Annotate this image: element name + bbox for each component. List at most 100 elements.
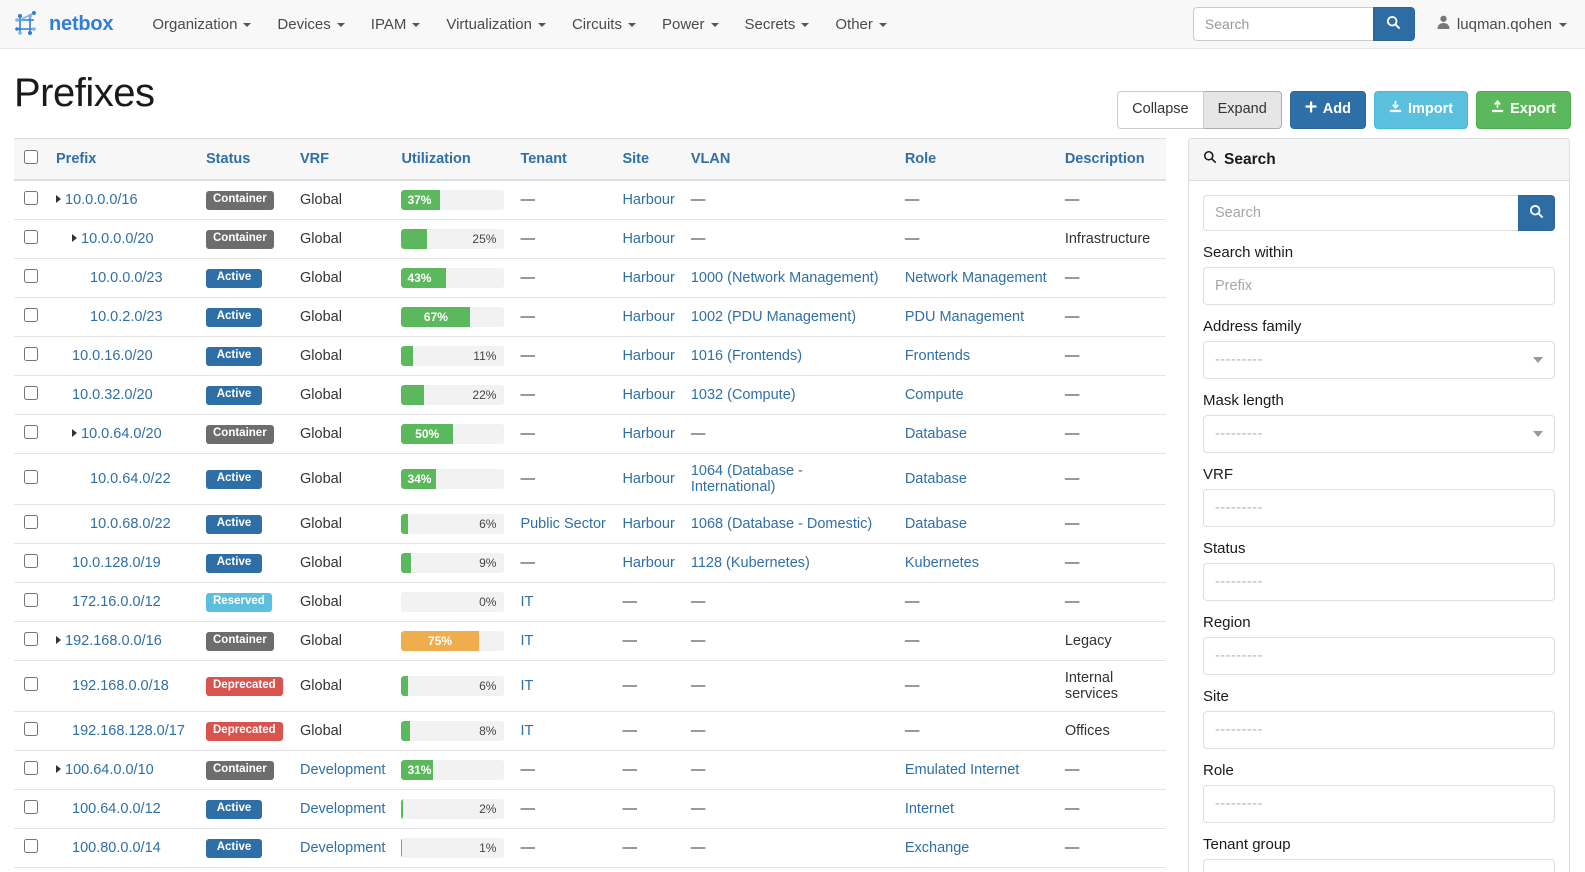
column-header-prefix[interactable]: Prefix bbox=[48, 138, 198, 181]
tenant-link[interactable]: IT bbox=[520, 678, 534, 694]
brand-link[interactable]: netbox bbox=[12, 9, 114, 39]
role-link[interactable]: PDU Management bbox=[904, 309, 1025, 325]
row-select-checkbox[interactable] bbox=[24, 554, 38, 568]
role-link[interactable]: Database bbox=[904, 516, 967, 532]
role-link[interactable]: Kubernetes bbox=[904, 555, 979, 571]
add-button[interactable]: Add bbox=[1289, 91, 1366, 129]
prefix-link[interactable]: 192.168.128.0/17 bbox=[72, 723, 185, 739]
nav-item-devices[interactable]: Devices bbox=[264, 8, 357, 41]
expand-arrow-icon[interactable] bbox=[56, 636, 61, 644]
nav-item-circuits[interactable]: Circuits bbox=[559, 8, 649, 41]
row-select-checkbox[interactable] bbox=[24, 839, 38, 853]
site-link[interactable]: Harbour bbox=[622, 471, 675, 487]
role-link[interactable]: Network Management bbox=[904, 270, 1047, 286]
filter-select[interactable]: --------- bbox=[1203, 341, 1555, 379]
role-link[interactable]: Internet bbox=[904, 801, 954, 817]
panel-search-button[interactable] bbox=[1517, 195, 1555, 231]
row-select-checkbox[interactable] bbox=[24, 593, 38, 607]
nav-item-power[interactable]: Power bbox=[649, 8, 732, 41]
column-header-site[interactable]: Site bbox=[614, 138, 683, 181]
role-link[interactable]: Frontends bbox=[904, 348, 971, 364]
prefix-link[interactable]: 100.64.0.0/12 bbox=[72, 801, 161, 817]
global-search-button[interactable] bbox=[1372, 7, 1415, 41]
prefix-link[interactable]: 172.16.0.0/12 bbox=[72, 594, 161, 610]
filter-box[interactable]: --------- bbox=[1203, 711, 1555, 749]
vrf-link[interactable]: Development bbox=[300, 762, 386, 778]
column-header-tenant[interactable]: Tenant bbox=[512, 138, 615, 181]
vrf-link[interactable]: Development bbox=[300, 801, 386, 817]
expand-arrow-icon[interactable] bbox=[72, 234, 77, 242]
role-link[interactable]: Database bbox=[904, 471, 967, 487]
prefix-link[interactable]: 192.168.0.0/16 bbox=[65, 633, 162, 649]
prefix-link[interactable]: 10.0.2.0/23 bbox=[90, 309, 163, 325]
vlan-link[interactable]: 1002 (PDU Management) bbox=[690, 309, 857, 325]
tenant-link[interactable]: IT bbox=[520, 594, 534, 610]
expand-arrow-icon[interactable] bbox=[56, 765, 61, 773]
filter-box[interactable]: --------- bbox=[1203, 637, 1555, 675]
filter-box[interactable]: --------- bbox=[1203, 785, 1555, 823]
row-select-checkbox[interactable] bbox=[24, 722, 38, 736]
role-link[interactable]: Emulated Internet bbox=[904, 762, 1020, 778]
filter-input[interactable] bbox=[1203, 267, 1555, 305]
global-search-input[interactable] bbox=[1192, 7, 1373, 41]
prefix-link[interactable]: 10.0.68.0/22 bbox=[90, 516, 171, 532]
tenant-link[interactable]: Public Sector bbox=[520, 516, 606, 532]
user-menu[interactable]: luqman.qohen bbox=[1437, 15, 1571, 33]
site-link[interactable]: Harbour bbox=[622, 270, 675, 286]
row-select-checkbox[interactable] bbox=[24, 677, 38, 691]
prefix-link[interactable]: 10.0.128.0/19 bbox=[72, 555, 161, 571]
nav-item-virtualization[interactable]: Virtualization bbox=[433, 8, 559, 41]
row-select-checkbox[interactable] bbox=[24, 761, 38, 775]
row-select-checkbox[interactable] bbox=[24, 230, 38, 244]
prefix-link[interactable]: 192.168.0.0/18 bbox=[72, 678, 169, 694]
prefix-link[interactable]: 10.0.0.0/20 bbox=[81, 231, 154, 247]
filter-box[interactable]: --------- bbox=[1203, 563, 1555, 601]
vlan-link[interactable]: 1016 (Frontends) bbox=[690, 348, 803, 364]
site-link[interactable]: Harbour bbox=[622, 387, 675, 403]
panel-search-input[interactable] bbox=[1203, 195, 1518, 231]
expand-button[interactable]: Expand bbox=[1203, 91, 1282, 129]
role-link[interactable]: Database bbox=[904, 426, 967, 442]
vlan-link[interactable]: 1032 (Compute) bbox=[690, 387, 796, 403]
vrf-link[interactable]: Development bbox=[300, 840, 386, 856]
prefix-link[interactable]: 10.0.16.0/20 bbox=[72, 348, 153, 364]
prefix-link[interactable]: 10.0.0.0/16 bbox=[65, 192, 138, 208]
expand-arrow-icon[interactable] bbox=[72, 429, 77, 437]
prefix-link[interactable]: 10.0.0.0/23 bbox=[90, 270, 163, 286]
site-link[interactable]: Harbour bbox=[622, 348, 675, 364]
site-link[interactable]: Harbour bbox=[622, 231, 675, 247]
import-button[interactable]: Import bbox=[1373, 91, 1469, 129]
site-link[interactable]: Harbour bbox=[622, 516, 675, 532]
nav-item-ipam[interactable]: IPAM bbox=[358, 8, 434, 41]
row-select-checkbox[interactable] bbox=[24, 308, 38, 322]
site-link[interactable]: Harbour bbox=[622, 555, 675, 571]
prefix-link[interactable]: 10.0.64.0/22 bbox=[90, 471, 171, 487]
column-header-status[interactable]: Status bbox=[198, 138, 292, 181]
role-link[interactable]: Exchange bbox=[904, 840, 970, 856]
row-select-checkbox[interactable] bbox=[24, 800, 38, 814]
prefix-link[interactable]: 100.80.0.0/14 bbox=[72, 840, 161, 856]
vlan-link[interactable]: 1000 (Network Management) bbox=[690, 270, 879, 286]
nav-item-organization[interactable]: Organization bbox=[139, 8, 264, 41]
collapse-button[interactable]: Collapse bbox=[1117, 91, 1204, 129]
tenant-link[interactable]: IT bbox=[520, 633, 534, 649]
site-link[interactable]: Harbour bbox=[622, 309, 675, 325]
filter-box[interactable]: --------- bbox=[1203, 859, 1555, 872]
export-button[interactable]: Export bbox=[1476, 91, 1571, 129]
expand-arrow-icon[interactable] bbox=[56, 195, 61, 203]
row-select-checkbox[interactable] bbox=[24, 191, 38, 205]
select-all-checkbox[interactable] bbox=[24, 150, 38, 164]
tenant-link[interactable]: IT bbox=[520, 723, 534, 739]
vlan-link[interactable]: 1068 (Database - Domestic) bbox=[690, 516, 873, 532]
column-header-utilization[interactable]: Utilization bbox=[393, 138, 513, 181]
nav-item-secrets[interactable]: Secrets bbox=[732, 8, 823, 41]
column-header-role[interactable]: Role bbox=[896, 138, 1057, 181]
prefix-link[interactable]: 100.64.0.0/10 bbox=[65, 762, 154, 778]
column-header-vrf[interactable]: VRF bbox=[292, 138, 394, 181]
row-select-checkbox[interactable] bbox=[24, 425, 38, 439]
prefix-link[interactable]: 10.0.32.0/20 bbox=[72, 387, 153, 403]
filter-box[interactable]: --------- bbox=[1203, 489, 1555, 527]
vlan-link[interactable]: 1064 (Database - International) bbox=[690, 463, 803, 495]
role-link[interactable]: Compute bbox=[904, 387, 964, 403]
site-link[interactable]: Harbour bbox=[622, 192, 675, 208]
